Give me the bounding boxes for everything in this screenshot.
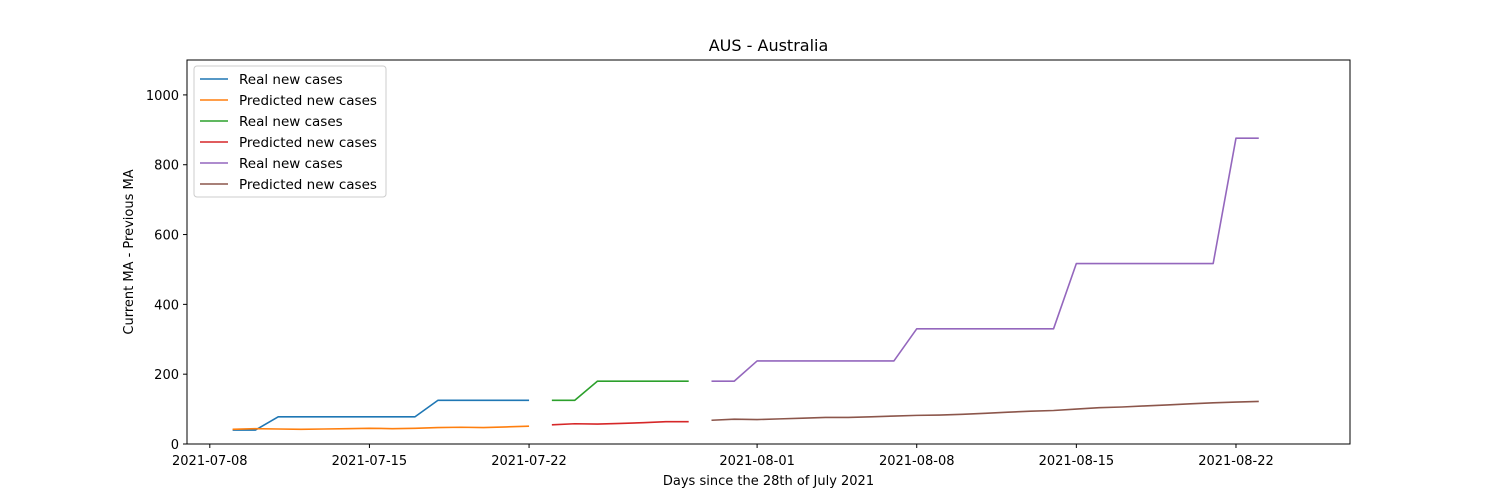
legend-label: Real new cases xyxy=(239,114,343,130)
legend-label: Predicted new cases xyxy=(239,177,377,193)
chart-title: AUS - Australia xyxy=(709,36,829,55)
x-tick-label: 2021-08-22 xyxy=(1198,454,1274,469)
series-line-2 xyxy=(232,425,530,431)
y-tick-label: 200 xyxy=(154,368,179,383)
legend: Real new cases Predicted new cases Real ne… xyxy=(193,65,387,198)
y-tick-label: 800 xyxy=(154,159,179,174)
legend-label: Real new cases xyxy=(239,156,343,172)
x-tick-label: 2021-07-15 xyxy=(332,454,408,469)
plot-frame xyxy=(186,59,1351,445)
y-tick-label: 600 xyxy=(154,229,179,244)
legend-box xyxy=(193,65,387,198)
y-axis-title: Current MA - Previous MA xyxy=(122,169,137,334)
series-layer xyxy=(232,137,1259,431)
legend-label: Predicted new cases xyxy=(239,93,377,109)
axes-layer: 2021-07-08 2021-07-15 2021-07-22 2021-08-01… xyxy=(146,59,1351,469)
series-line-3 xyxy=(551,380,689,402)
x-tick-label: 2021-08-08 xyxy=(879,454,955,469)
x-axis-title: Days since the 28th of July 2021 xyxy=(663,474,874,489)
series-line-1 xyxy=(232,399,530,431)
y-tick-label: 0 xyxy=(171,438,179,453)
series-line-5 xyxy=(711,137,1259,382)
series-line-4 xyxy=(551,420,689,426)
x-tick-label: 2021-08-01 xyxy=(719,454,795,469)
x-tick-label: 2021-07-08 xyxy=(172,454,248,469)
legend-label: Predicted new cases xyxy=(239,135,377,151)
x-tick-label: 2021-08-15 xyxy=(1039,454,1115,469)
series-line-6 xyxy=(711,400,1259,422)
y-tick-label: 400 xyxy=(154,298,179,313)
x-tick-label: 2021-07-22 xyxy=(491,454,567,469)
y-tick-label: 1000 xyxy=(146,89,179,104)
legend-label: Real new cases xyxy=(239,72,343,88)
